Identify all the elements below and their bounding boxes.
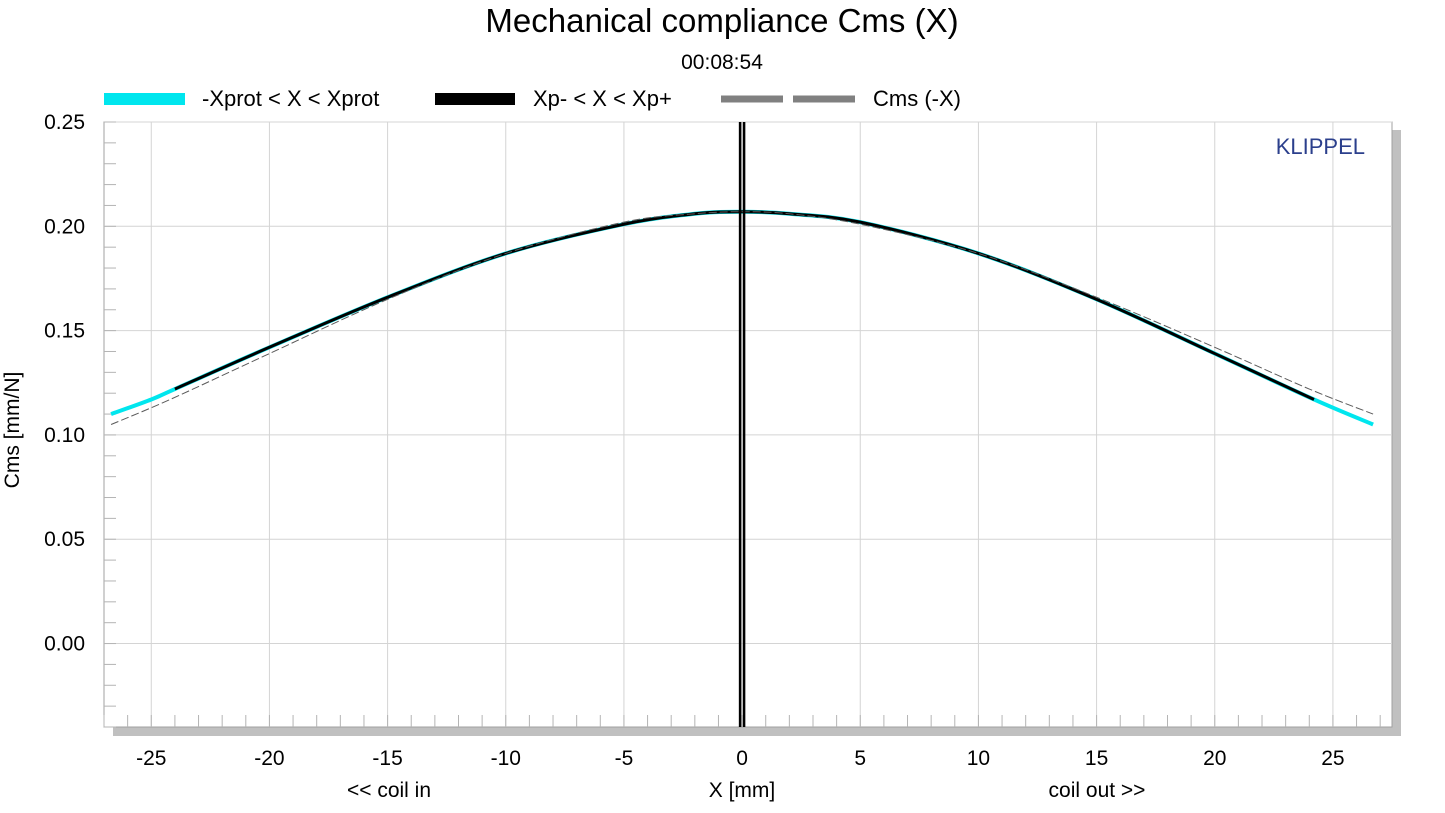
y-tick-label: 0.15 (44, 320, 85, 343)
x-axis-label-right: coil out >> (1049, 779, 1146, 802)
legend-label-xprot: -Xprot < X < Xprot (202, 86, 379, 111)
minor-ticks (103, 121, 1381, 728)
plot-area (103, 121, 1393, 728)
legend-label-cms-neg-x: Cms (-X) (873, 86, 961, 111)
chart-title: Mechanical compliance Cms (X) (485, 2, 958, 39)
x-tick-label: -15 (372, 747, 402, 770)
x-tick-label: 15 (1085, 747, 1108, 770)
y-tick-label: 0.10 (44, 424, 85, 447)
x-tick-label: -5 (615, 747, 634, 770)
plot-shadow-bottom (113, 727, 1401, 736)
x-axis-label-left: << coil in (347, 779, 431, 802)
klippel-watermark: KLIPPEL (1276, 134, 1365, 159)
series-group (110, 122, 1374, 727)
y-tick-label: 0.05 (44, 528, 85, 551)
tick-labels: -25 -20 -15 -10 -5 0 5 10 15 20 25 0.25 0.20 0.15 0.10… (44, 111, 1344, 770)
y-axis-label: Cms [mm/N] (1, 372, 24, 489)
y-tick-label: 0.00 (44, 633, 85, 656)
x-tick-label: 20 (1203, 747, 1226, 770)
chart-subtitle: 00:08:54 (681, 51, 763, 74)
x-axis-label: X [mm] (709, 779, 776, 802)
x-tick-label: 25 (1321, 747, 1344, 770)
x-tick-label: -10 (491, 747, 521, 770)
plot-shadow-right (1392, 130, 1401, 736)
x-tick-label: 0 (736, 747, 748, 770)
x-tick-label: -20 (254, 747, 284, 770)
x-tick-label: 10 (967, 747, 990, 770)
x-tick-label: -25 (136, 747, 166, 770)
y-tick-label: 0.20 (44, 215, 85, 238)
y-tick-label: 0.25 (44, 111, 85, 134)
series-line-cms-neg-x (110, 211, 1374, 425)
legend: -Xprot < X < Xprot Xp- < X < Xp+ Cms (-X… (104, 86, 961, 111)
x-tick-label: 5 (854, 747, 866, 770)
legend-label-xp: Xp- < X < Xp+ (533, 86, 672, 111)
